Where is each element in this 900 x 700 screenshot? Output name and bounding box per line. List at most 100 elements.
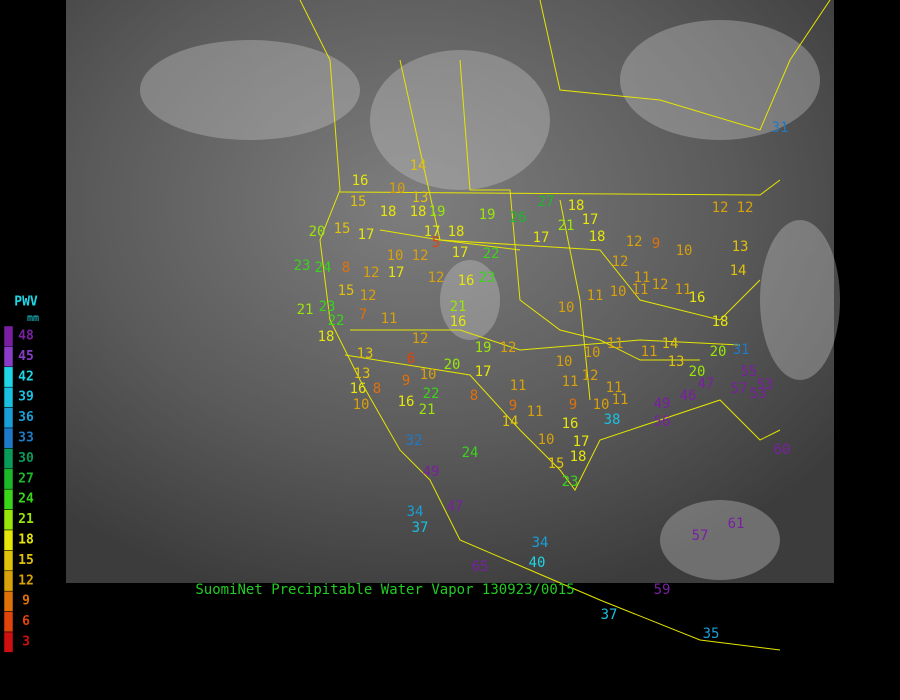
station-value: 23: [479, 270, 496, 286]
station-value: 49: [654, 396, 671, 412]
station-value: 56: [654, 414, 671, 430]
legend-swatch: [3, 468, 14, 490]
station-value: 16: [352, 173, 369, 189]
station-value: 15: [548, 456, 565, 472]
station-value: 8: [373, 381, 381, 397]
station-value: 9: [402, 373, 410, 389]
legend: PWV mm 48 45 42 39 36 33 30 27 24 21 18 15 12 9 6 3: [3, 295, 39, 653]
legend-swatch: [3, 427, 14, 449]
legend-swatch: [3, 488, 14, 510]
station-value: 38: [604, 412, 621, 428]
legend-level: 21: [18, 512, 34, 527]
station-value: 7: [359, 307, 367, 323]
station-value: 8: [470, 388, 478, 404]
station-value: 23: [294, 258, 311, 274]
clouds: [140, 20, 840, 580]
station-value: 37: [412, 520, 429, 536]
map-title: SuomiNet Precipitable Water Vapor 130923…: [195, 582, 574, 598]
station-value: 21: [297, 302, 314, 318]
station-value: 16: [562, 416, 579, 432]
station-value: 24: [315, 260, 332, 276]
station-value: 34: [407, 504, 424, 520]
legend-swatch: [3, 448, 14, 470]
legend-swatch: [3, 346, 14, 368]
station-value: 9: [652, 236, 660, 252]
station-value: 10: [676, 243, 693, 259]
station-value: 26: [510, 210, 527, 226]
station-value: 18: [589, 229, 606, 245]
legend-level: 18: [18, 533, 34, 548]
station-value: 17: [424, 224, 441, 240]
station-value: 18: [712, 314, 729, 330]
station-value: 14: [730, 263, 747, 279]
station-value: 14: [662, 336, 679, 352]
station-value: 6: [407, 351, 415, 367]
station-value: 10: [420, 367, 437, 383]
station-value: 11: [510, 378, 527, 394]
station-value: 17: [388, 265, 405, 281]
station-value: 15: [338, 283, 355, 299]
station-value: 57: [692, 528, 709, 544]
station-value: 22: [423, 386, 440, 402]
station-value: 11: [675, 282, 692, 298]
legend-level: 33: [18, 431, 34, 446]
station-value: 19: [479, 207, 496, 223]
station-value: 59: [654, 582, 671, 598]
station-value: 14: [410, 158, 427, 174]
station-value: 18: [380, 204, 397, 220]
legend-swatch: [3, 509, 14, 531]
station-value: 10: [538, 432, 555, 448]
station-value: 11: [606, 380, 623, 396]
station-value: 10: [558, 300, 575, 316]
station-value: 17: [573, 434, 590, 450]
station-value: 12: [626, 234, 643, 250]
station-value: 61: [728, 516, 745, 532]
station-value: 53: [750, 386, 767, 402]
station-value: 47: [447, 499, 464, 515]
legend-level: 12: [18, 573, 34, 588]
station-value: 11: [562, 374, 579, 390]
station-value: 11: [632, 282, 649, 298]
station-value: 12: [737, 200, 754, 216]
station-value: 13: [354, 366, 371, 382]
legend-title: PWV: [14, 295, 38, 310]
station-value: 11: [587, 288, 604, 304]
legend-swatch: [3, 611, 14, 633]
station-value: 12: [582, 368, 599, 384]
station-value: 55: [741, 364, 758, 380]
legend-swatch: [3, 366, 14, 388]
station-value: 9: [509, 398, 517, 414]
legend-level: 36: [18, 410, 34, 425]
station-value: 57: [731, 381, 748, 397]
station-value: 12: [612, 254, 629, 270]
station-value: 11: [634, 270, 651, 286]
station-value: 20: [309, 224, 326, 240]
station-value: 16: [398, 394, 415, 410]
legend-swatch: [3, 386, 14, 408]
station-value: 21: [419, 402, 436, 418]
station-value: 20: [710, 344, 727, 360]
legend-swatch: [3, 529, 14, 551]
station-value: 9: [569, 397, 577, 413]
station-value: 12: [363, 265, 380, 281]
legend-swatch: [3, 570, 14, 592]
legend-level: 30: [18, 451, 34, 466]
station-value: 22: [328, 313, 345, 329]
station-value: 15: [334, 221, 351, 237]
legend-swatch: [3, 631, 14, 653]
legend-swatch: [3, 407, 14, 429]
station-value: 65: [472, 559, 489, 575]
station-value: 12: [360, 288, 377, 304]
legend-swatch: [3, 550, 14, 572]
station-value: 47: [698, 376, 715, 392]
station-value: 13: [732, 239, 749, 255]
station-value: 12: [652, 277, 669, 293]
station-value: 13: [412, 190, 429, 206]
station-value: 24: [462, 445, 479, 461]
legend-level: 42: [18, 369, 34, 384]
station-value: 21: [558, 218, 575, 234]
borders: [299, 0, 831, 651]
station-value: 35: [703, 626, 720, 642]
station-value: 11: [612, 392, 629, 408]
